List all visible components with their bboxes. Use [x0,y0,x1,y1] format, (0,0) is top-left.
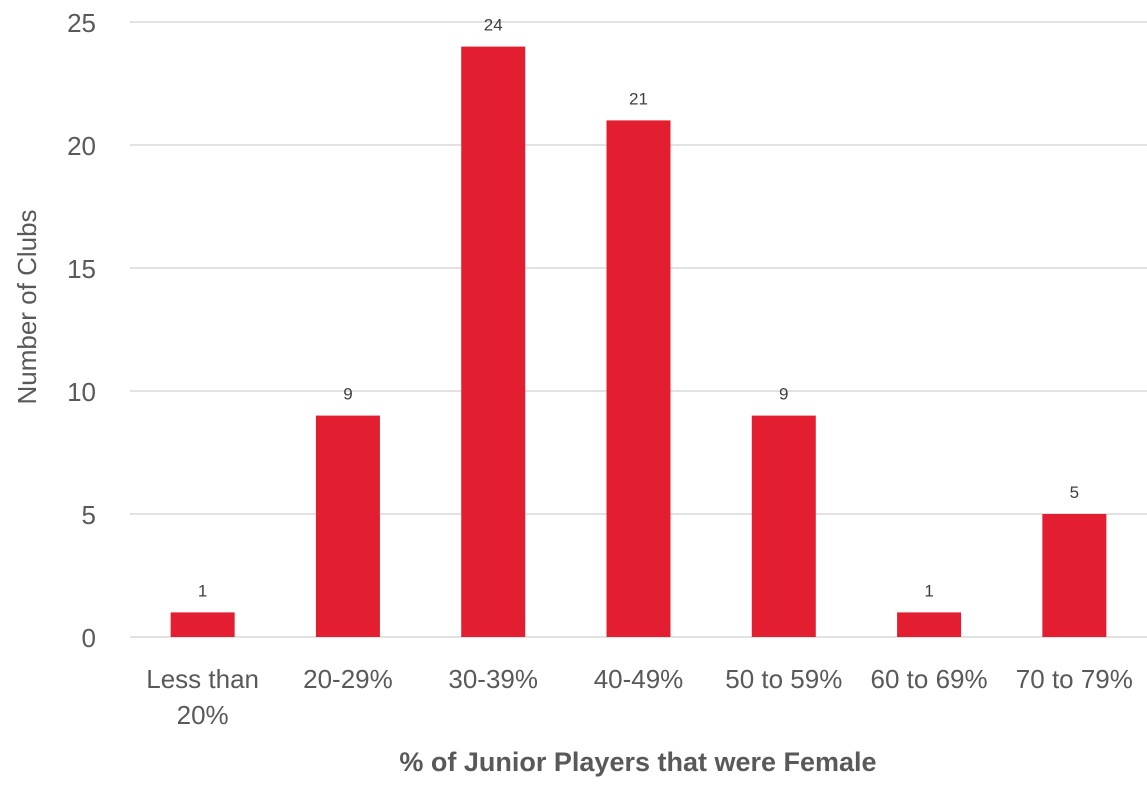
bar [751,415,816,637]
bars [170,46,1107,638]
data-label: 1 [924,581,933,600]
x-tick-label: 60 to 69% [871,664,988,694]
bar [897,612,962,637]
y-tick-label: 15 [67,254,96,284]
x-axis-title: % of Junior Players that were Female [399,747,876,777]
bar [170,612,235,637]
y-tick-label: 20 [67,131,96,161]
y-tick-label: 0 [82,623,96,653]
x-tick-label: Less than 20% [146,664,259,730]
data-label: 9 [779,385,788,404]
bar [1042,514,1107,637]
data-label: 21 [629,89,648,108]
y-tick-label: 10 [67,377,96,407]
y-tick-label: 25 [67,8,96,38]
data-label: 5 [1070,483,1079,502]
x-tick-label: 20-29% [303,664,393,694]
x-tick-label: 50 to 59% [725,664,842,694]
x-tick-label: 70 to 79% [1016,664,1133,694]
x-tick-label: 30-39% [448,664,538,694]
y-axis-ticks: 0 5 10 15 20 25 [67,8,96,653]
data-label: 1 [198,581,207,600]
y-axis-title: Number of Clubs [12,209,42,404]
data-label: 9 [343,385,352,404]
bar [315,415,380,637]
data-label: 24 [484,16,503,35]
y-tick-label: 5 [82,500,96,530]
bar [461,46,526,638]
x-tick-label: 40-49% [594,664,684,694]
data-labels: 1 9 24 21 9 1 5 [198,16,1079,601]
bar [606,120,671,637]
x-axis-ticks: Less than 20% 20-29% 30-39% 40-49% 50 to 59% 6… [146,664,1133,730]
